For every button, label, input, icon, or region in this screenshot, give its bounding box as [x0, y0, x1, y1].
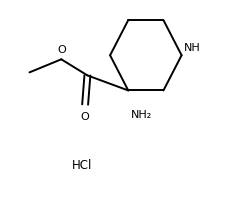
Text: O: O — [57, 45, 66, 55]
Text: NH₂: NH₂ — [131, 109, 152, 119]
Text: NH: NH — [184, 43, 201, 53]
Text: O: O — [81, 111, 89, 121]
Text: HCl: HCl — [72, 159, 92, 171]
